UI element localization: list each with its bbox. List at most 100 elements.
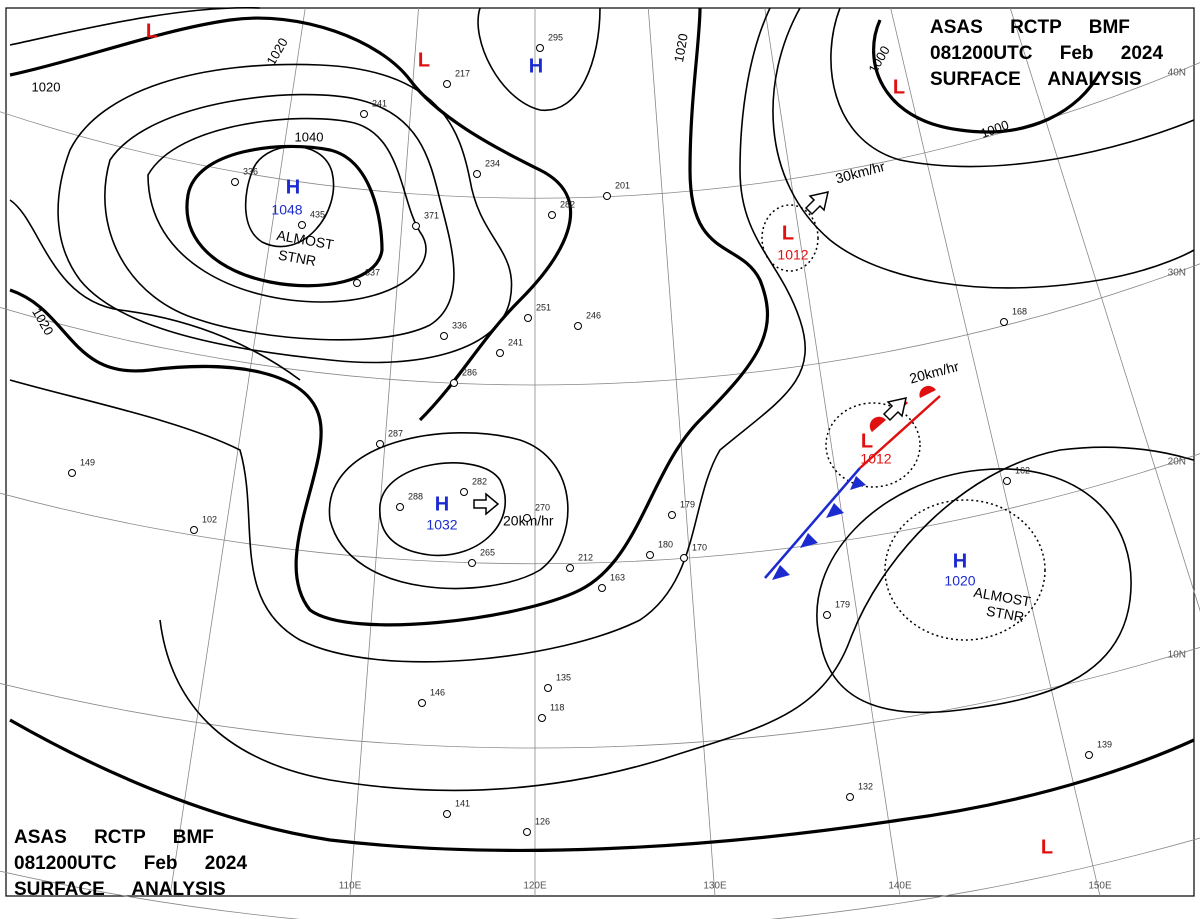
station-marker — [443, 80, 451, 88]
station-pressure: 102 — [202, 514, 217, 524]
center-pressure: 1048 — [271, 202, 302, 218]
station-marker — [68, 469, 76, 477]
motion-arrow — [882, 397, 907, 422]
station-plots: 295 217 241 336 435 371 234 282 201 337 336 251 246 2… — [68, 32, 1112, 836]
station-pressure: 139 — [1097, 739, 1112, 749]
longitude-label: 140E — [888, 881, 912, 892]
station-pressure: 179 — [680, 499, 695, 509]
longitude-label: 130E — [703, 881, 727, 892]
warm-front — [859, 395, 941, 469]
latitude-label: 10N — [1168, 650, 1186, 661]
station-pressure: 149 — [80, 457, 95, 467]
meridian — [169, 7, 306, 897]
station-pressure: 170 — [692, 542, 707, 552]
center-pressure: 1020 — [944, 573, 975, 589]
station-pressure: 141 — [455, 798, 470, 808]
station-marker — [574, 322, 582, 330]
longitude-label: 110E — [339, 881, 362, 892]
longitude-label: 150E — [1088, 881, 1112, 892]
motion-note: STNR — [277, 247, 317, 269]
high-circle — [884, 499, 1046, 641]
meridian — [890, 7, 1101, 897]
station-pressure: 265 — [480, 547, 495, 557]
station-pressure: 246 — [586, 310, 601, 320]
station-pressure: 163 — [610, 572, 625, 582]
isobar — [816, 468, 1132, 714]
station-marker — [548, 211, 556, 219]
meridian — [764, 7, 901, 897]
pressure-system-outlines — [761, 204, 1046, 641]
high-symbol: H — [529, 55, 543, 77]
header-line: 081200UTC Feb 2024 — [930, 43, 1163, 64]
low-symbol: L — [782, 222, 794, 244]
station-pressure: 337 — [365, 267, 380, 277]
station-pressure: 286 — [462, 367, 477, 377]
station-marker — [443, 810, 451, 818]
station-pressure: 288 — [408, 491, 423, 501]
high-symbol: H — [953, 550, 967, 572]
station-pressure: 371 — [424, 210, 439, 220]
station-pressure: 435 — [310, 209, 325, 219]
motion-arrow — [804, 191, 829, 216]
high-symbol: H — [435, 493, 449, 515]
station-marker — [1000, 318, 1008, 326]
station-pressure: 241 — [372, 98, 387, 108]
station-pressure: 251 — [536, 302, 551, 312]
isobar — [9, 7, 769, 627]
station-pressure: 201 — [615, 180, 630, 190]
isobar — [147, 117, 427, 303]
header-line: ASAS RCTP BMF — [14, 827, 214, 848]
isobar — [57, 63, 513, 364]
meridian — [1009, 7, 1200, 612]
latitude-label: 40N — [1168, 68, 1186, 79]
low-circle — [761, 204, 819, 272]
station-marker — [846, 793, 854, 801]
station-marker — [523, 828, 531, 836]
center-pressure: 1032 — [426, 517, 457, 533]
header-line: 081200UTC Feb 2024 — [14, 853, 247, 874]
station-marker — [646, 551, 654, 559]
isobar — [379, 462, 506, 557]
low-symbol: L — [418, 49, 430, 71]
station-pressure: 234 — [485, 158, 500, 168]
isobar — [328, 431, 569, 590]
station-marker — [1085, 751, 1093, 759]
station-pressure: 118 — [550, 702, 564, 712]
station-marker — [496, 349, 504, 357]
center-pressure: 1012 — [777, 247, 808, 263]
motion-note: STNR — [985, 603, 1025, 625]
station-marker — [353, 279, 361, 287]
headers: ASAS RCTP BMF 081200UTC Feb 2024 SURFACE… — [14, 17, 1163, 900]
center-pressure: 1012 — [860, 451, 891, 467]
station-marker — [680, 554, 688, 562]
isobars — [9, 6, 1195, 852]
station-marker — [544, 684, 552, 692]
front — [764, 385, 941, 580]
station-marker — [668, 511, 676, 519]
station-pressure: 287 — [388, 428, 403, 438]
isobar-label: 1020 — [671, 32, 691, 63]
header-line: SURFACE ANALYSIS — [14, 879, 226, 900]
station-marker — [440, 332, 448, 340]
station-marker — [538, 714, 546, 722]
station-marker — [523, 514, 531, 522]
isobar — [872, 19, 1102, 134]
station-pressure: 126 — [535, 816, 550, 826]
station-marker — [473, 170, 481, 178]
station-marker — [231, 178, 239, 186]
station-marker — [598, 584, 606, 592]
station-marker — [396, 503, 404, 511]
station-marker — [360, 110, 368, 118]
station-marker — [536, 44, 544, 52]
longitude-label: 120E — [523, 881, 547, 892]
station-pressure: 135 — [556, 672, 571, 682]
station-pressure: 270 — [535, 502, 550, 512]
latitude-label: 30N — [1168, 268, 1186, 279]
station-pressure: 282 — [472, 476, 487, 486]
station-marker — [603, 192, 611, 200]
high-symbol: H — [286, 176, 300, 198]
map-frame — [5, 7, 1195, 897]
station-pressure: 146 — [430, 687, 445, 697]
isobar — [9, 199, 301, 381]
